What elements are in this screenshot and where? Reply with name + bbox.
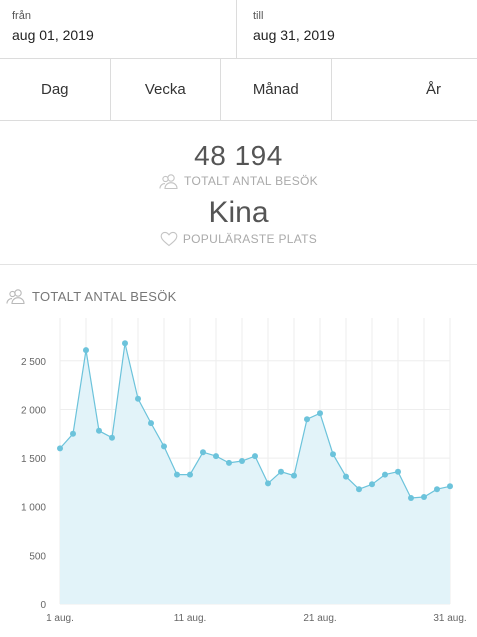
y-tick-label: 2 000 [21,405,46,416]
data-point [395,469,401,475]
from-date-field[interactable]: från aug 01, 2019 [0,0,236,58]
data-point [122,340,128,346]
data-point [408,495,414,501]
total-visits-value: 48 194 [0,140,477,172]
tab-year[interactable]: År [331,59,477,120]
total-visits-label: TOTALT ANTAL BESÖK [184,174,318,188]
data-point [278,469,284,475]
top-place-label: POPULÄRASTE PLATS [183,232,317,246]
y-tick-label: 1 500 [21,454,46,465]
data-point [83,347,89,353]
top-place-value: Kina [0,196,477,230]
from-date-label: från [12,8,224,24]
from-date-value: aug 01, 2019 [12,27,224,43]
data-point [304,416,310,422]
top-place-caption: POPULÄRASTE PLATS [0,230,477,248]
x-tick-label: 1 aug. [46,613,74,624]
total-visits-caption: TOTALT ANTAL BESÖK [0,172,477,190]
data-point [252,453,258,459]
data-point [70,431,76,437]
data-point [213,453,219,459]
data-point [447,483,453,489]
x-tick-label: 21 aug. [303,613,336,624]
data-point [135,396,141,402]
y-tick-label: 500 [29,551,46,562]
data-point [369,481,375,487]
tab-week[interactable]: Vecka [110,59,221,120]
data-point [200,449,206,455]
y-tick-label: 0 [40,600,46,611]
to-date-label: till [253,8,465,24]
tab-day[interactable]: Dag [0,59,110,120]
data-point [57,445,63,451]
users-icon [159,173,179,189]
period-tabs: Dag Vecka Månad År [0,59,477,121]
to-date-value: aug 31, 2019 [253,27,465,43]
data-point [187,472,193,478]
data-point [239,458,245,464]
chart-section-header: TOTALT ANTAL BESÖK [0,265,477,305]
visits-chart: 0 500 1 000 1 500 2 000 2 500 1 aug. 11 aug. 21 … [0,300,477,637]
x-tick-label: 31 aug. [433,613,466,624]
heart-icon [160,231,178,247]
x-tick-label: 11 aug. [174,613,207,624]
to-date-field[interactable]: till aug 31, 2019 [236,0,477,58]
data-point [343,474,349,480]
data-point [226,460,232,466]
data-point [148,420,154,426]
y-tick-label: 2 500 [21,357,46,368]
data-point [356,486,362,492]
data-point [317,410,323,416]
data-point [174,472,180,478]
data-point [421,494,427,500]
data-point [109,435,115,441]
data-point [330,451,336,457]
tab-month[interactable]: Månad [220,59,331,120]
y-tick-label: 1 000 [21,503,46,514]
data-point [434,486,440,492]
summary-panel: 48 194 TOTALT ANTAL BESÖK Kina POPULÄRAS… [0,121,477,265]
data-point [161,443,167,449]
date-range: från aug 01, 2019 till aug 31, 2019 [0,0,477,59]
data-point [382,472,388,478]
data-point [96,428,102,434]
data-point [265,480,271,486]
data-point [291,473,297,479]
